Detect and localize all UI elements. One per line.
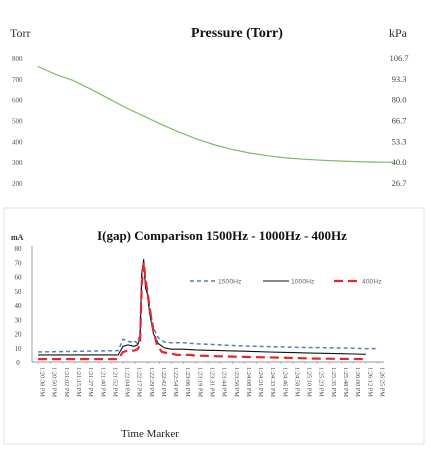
igap-x-tick-label: 1:21:02 PM: [63, 367, 70, 397]
igap-x-tick-label: 1:25:10 PM: [306, 367, 313, 397]
igap-x-tick-label: 1:25:48 PM: [342, 367, 349, 397]
igap-y-tick: 10: [15, 345, 23, 353]
pressure-left-tick: 800: [12, 55, 23, 63]
igap-chart: mA I(gap) Comparison 1500Hz - 1000Hz - 4…: [3, 207, 425, 445]
igap-x-tick-label: 1:22:29 PM: [148, 367, 155, 397]
igap-x-tick-label: 1:24:58 PM: [293, 367, 300, 397]
pressure-right-tick: 53.3: [392, 136, 407, 146]
igap-x-tick-label: 1:24:46 PM: [281, 367, 288, 397]
igap-x-ticks: 1:20:38 PM 1:20:50 PM 1:21:02 PM 1:21:15 PM…: [37, 362, 385, 397]
legend-label-400Hz: 400Hz: [362, 279, 382, 286]
pressure-right-axis-title: kPa: [389, 26, 408, 40]
igap-x-tick-label: 1:24:21 PM: [257, 367, 264, 397]
pressure-data-point: [285, 157, 287, 159]
pressure-right-tick: 106.7: [389, 53, 408, 63]
pressure-data-point: [161, 124, 163, 126]
igap-x-tick-label: 1:23:56 PM: [233, 367, 240, 397]
pressure-right-tick: 80.0: [392, 95, 407, 105]
igap-legend: 1500Hz 1000Hz 400Hz: [190, 279, 382, 286]
igap-series-400Hz: [38, 261, 366, 361]
igap-y-tick: 60: [15, 274, 23, 282]
pressure-data-point: [391, 161, 393, 163]
igap-x-tick-label: 1:21:52 PM: [111, 367, 118, 397]
pressure-right-tick: 26.7: [392, 178, 407, 188]
pressure-left-tick: 700: [12, 76, 23, 84]
igap-x-tick-label: 1:25:23 PM: [318, 367, 325, 397]
pressure-lines: [37, 65, 393, 163]
pressure-right-tick: 66.7: [392, 116, 407, 126]
pressure-chart-title: Pressure (Torr): [191, 26, 283, 41]
igap-y-tick: 30: [15, 316, 23, 324]
igap-x-axis-title: Time Marker: [121, 428, 179, 440]
igap-x-tick-label: 1:25:35 PM: [330, 367, 337, 397]
pressure-data-point: [338, 160, 340, 162]
igap-y-tick: 20: [15, 331, 23, 339]
pressure-data-point: [214, 144, 216, 146]
pressure-data-point: [320, 159, 322, 161]
igap-axes: [31, 246, 384, 363]
igap-chart-frame: [3, 207, 425, 445]
pressure-left-tick: 300: [12, 159, 23, 167]
igap-x-tick-label: 1:21:27 PM: [87, 367, 94, 397]
igap-y-tick: 80: [15, 245, 23, 253]
pressure-chart: Torr Pressure (Torr) kPa 800 700 600 500 400…: [10, 26, 409, 188]
pressure-data-point: [55, 73, 57, 75]
pressure-left-tick: 600: [12, 97, 23, 105]
pressure-left-tick: 500: [12, 118, 23, 126]
pressure-data-point: [125, 107, 128, 109]
igap-x-tick-label: 1:23:06 PM: [184, 367, 191, 397]
pressure-data-point: [196, 138, 198, 140]
legend-label-1500Hz: 1500Hz: [218, 279, 242, 286]
pressure-data-point: [232, 148, 234, 151]
pressure-right-tick: 93.3: [392, 74, 407, 84]
igap-x-tick-label: 1:22:17 PM: [136, 367, 143, 397]
pressure-data-point: [179, 131, 181, 133]
pressure-data-point: [356, 161, 358, 163]
igap-series-1500Hz: [38, 261, 378, 353]
pressure-left-tick: 200: [12, 180, 23, 188]
igap-lines: [38, 258, 378, 361]
pressure-left-axis-title: Torr: [10, 26, 30, 40]
igap-y-axis-title: mA: [11, 233, 24, 242]
pressure-data-point: [373, 161, 375, 163]
pressure-left-ticks: 800 700 600 500 400 300 200: [12, 55, 23, 188]
igap-y-tick: 70: [15, 259, 23, 267]
igap-x-tick-label: 1:26:12 PM: [366, 367, 373, 397]
igap-y-tick: 40: [15, 302, 23, 310]
igap-x-tick-label: 1:22:04 PM: [124, 367, 131, 397]
pressure-data-point: [249, 152, 251, 154]
igap-x-tick-label: 1:20:50 PM: [51, 367, 58, 397]
igap-y-tick: 0: [16, 359, 20, 367]
pressure-right-tick: 40.0: [392, 157, 407, 167]
pressure-left-tick: 400: [12, 138, 23, 146]
igap-series-1000Hz: [38, 258, 366, 356]
igap-x-tick-label: 1:24:33 PM: [269, 367, 276, 397]
pressure-series-line: [37, 65, 393, 163]
igap-x-tick-label: 1:26:00 PM: [354, 367, 361, 397]
pressure-data-point: [302, 158, 305, 160]
igap-x-tick-label: 1:20:38 PM: [39, 367, 46, 397]
pressure-data-point: [37, 65, 39, 68]
igap-x-tick-label: 1:22:54 PM: [172, 367, 179, 397]
igap-x-tick-label: 1:21:15 PM: [75, 367, 82, 397]
pressure-right-ticks: 106.7 93.3 80.0 66.7 53.3 40.0 26.7: [389, 53, 408, 188]
igap-y-ticks: 0 10 20 30 40 50 60 70 80: [15, 245, 23, 367]
igap-x-tick-label: 1:26:25 PM: [378, 367, 385, 397]
igap-chart-title: I(gap) Comparison 1500Hz - 1000Hz - 400H…: [97, 228, 347, 243]
igap-y-tick: 50: [15, 288, 23, 296]
igap-x-tick-label: 1:23:19 PM: [196, 367, 203, 397]
igap-x-tick-label: 1:23:31 PM: [209, 367, 216, 397]
igap-x-tick-label: 1:22:42 PM: [160, 367, 167, 397]
pressure-data-point: [143, 115, 145, 117]
pressure-data-point: [90, 88, 92, 90]
igap-x-tick-label: 1:24:08 PM: [245, 367, 252, 397]
pressure-data-point: [108, 98, 110, 100]
pressure-data-point: [72, 80, 74, 82]
igap-x-tick-label: 1:23:44 PM: [221, 367, 228, 397]
pressure-data-point: [267, 155, 269, 157]
igap-x-tick-label: 1:21:40 PM: [99, 367, 106, 397]
legend-label-1000Hz: 1000Hz: [291, 279, 315, 286]
